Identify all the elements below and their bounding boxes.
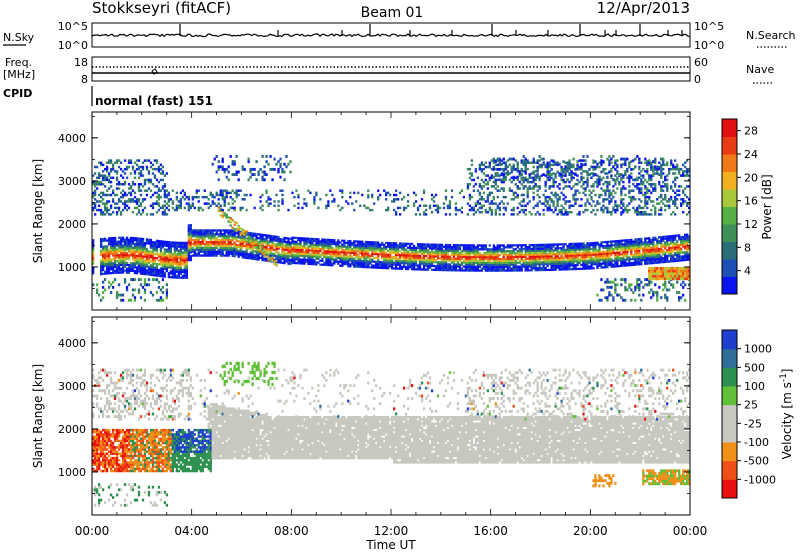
- noise-right-tick-bottom: 10^0: [694, 39, 724, 52]
- colorbar-tick-label: 100: [744, 380, 765, 393]
- time-tick-label: 12:00: [374, 524, 409, 538]
- y-tick-label: 4000: [58, 132, 86, 145]
- beam-title: Beam 01: [361, 5, 424, 21]
- colorbar-tick-label: 20: [744, 171, 758, 184]
- colorbar-swatch: [722, 224, 737, 242]
- colorbar-swatch: [722, 367, 737, 387]
- velocity-colorbar: 1000 500 100 25 -25 -100 -500 -1000 Velocity [m…: [721, 329, 794, 499]
- colorbar-tick-label: -500: [744, 455, 769, 468]
- colorbar-swatch: [722, 189, 737, 207]
- velocity-ylabel: Slant Range [km]: [31, 364, 45, 468]
- time-axis: 00:00 04:00 08:00 12:00 16:00 20:00 00:00: [75, 524, 708, 538]
- cpid-label: CPID: [3, 87, 32, 100]
- colorbar-tick-label: 28: [744, 125, 758, 138]
- velocity-heatmap: [92, 361, 691, 507]
- colorbar-tick-label: 24: [744, 148, 758, 161]
- frequency-panel: Freq. [MHz] 18 8 60 0 Nave: [3, 56, 774, 86]
- colorbar-tick-label: 12: [744, 218, 758, 231]
- colorbar-tick-label: 25: [744, 399, 758, 412]
- station-title: Stokkseyri (fitACF): [92, 0, 231, 17]
- colorbar-tick-label: 16: [744, 195, 758, 208]
- colorbar-tick-label: 500: [744, 361, 765, 374]
- colorbar-tick-label: 8: [744, 241, 751, 254]
- cpid-panel: CPID normal (fast) 151: [3, 86, 213, 108]
- colorbar-swatch: [722, 460, 737, 480]
- power-panel: 1000 2000 3000 4000 Slant Range [km]: [31, 111, 691, 311]
- freq-left-tick-top: 18: [74, 56, 88, 69]
- noise-right-tick-top: 10^5: [694, 20, 724, 33]
- noise-panel: N.Sky 10^5 10^0 10^5 10^0 N.Search: [3, 20, 796, 52]
- time-tick-label: 08:00: [274, 524, 309, 538]
- power-heatmap: [92, 155, 691, 302]
- y-tick-label: 2000: [58, 423, 86, 436]
- cpid-value: normal (fast) 151: [95, 94, 213, 108]
- time-tick-label: 00:00: [673, 524, 708, 538]
- date-title: 12/Apr/2013: [597, 0, 690, 17]
- colorbar-swatch: [722, 330, 737, 350]
- nave-label: Nave: [746, 63, 774, 76]
- power-colorbar-label: Power [dB]: [760, 174, 774, 239]
- noise-left-tick-top: 10^5: [58, 20, 88, 33]
- y-tick-label: 4000: [58, 337, 86, 350]
- colorbar-swatch: [722, 348, 737, 368]
- colorbar-swatch: [722, 241, 737, 260]
- colorbar-swatch: [722, 136, 737, 155]
- colorbar-swatch: [722, 479, 737, 499]
- noise-left-tick-bottom: 10^0: [58, 39, 88, 52]
- freq-right-tick-top: 60: [694, 56, 708, 69]
- freq-left-tick-bottom: 8: [81, 73, 88, 86]
- time-tick-label: 20:00: [573, 524, 608, 538]
- freq-label: Freq.: [5, 56, 32, 69]
- time-tick-label: 16:00: [473, 524, 508, 538]
- colorbar-swatch: [722, 442, 737, 462]
- time-tick-label: 04:00: [174, 524, 209, 538]
- y-tick-label: 1000: [58, 466, 86, 479]
- colorbar-swatch: [722, 276, 737, 295]
- power-ylabel: Slant Range [km]: [31, 159, 45, 263]
- colorbar-tick-label: -1000: [744, 473, 776, 486]
- colorbar-swatch: [722, 171, 737, 190]
- y-tick-label: 2000: [58, 218, 86, 231]
- colorbar-swatch: [722, 259, 737, 277]
- power-colorbar: 4 8 12 16 20 24 28 Power [dB]: [721, 118, 774, 295]
- colorbar-tick-label: -25: [744, 417, 762, 430]
- velocity-panel: 1000 2000 3000 4000 Slant Range [km]: [31, 316, 691, 516]
- time-tick-label: 00:00: [75, 524, 110, 538]
- velocity-label-close: ]: [780, 369, 794, 374]
- time-xlabel: Time UT: [365, 538, 416, 552]
- colorbar-swatch: [722, 119, 737, 137]
- colorbar-swatch: [722, 423, 737, 443]
- y-tick-label: 3000: [58, 380, 86, 393]
- colorbar-swatch: [722, 386, 737, 406]
- velocity-label-main: Velocity [m s: [780, 382, 794, 459]
- colorbar-swatch: [722, 154, 737, 172]
- colorbar-swatch: [722, 206, 737, 225]
- velocity-label-exp: -1: [779, 373, 789, 382]
- colorbar-tick-label: 4: [744, 265, 751, 278]
- freq-unit-label: [MHz]: [3, 68, 35, 81]
- colorbar-tick-label: -100: [744, 436, 769, 449]
- colorbar-swatch: [722, 404, 737, 424]
- y-tick-label: 1000: [58, 261, 86, 274]
- nsky-label: N.Sky: [3, 31, 35, 44]
- freq-right-tick-bottom: 0: [694, 73, 701, 86]
- velocity-colorbar-label: Velocity [m s-1]: [779, 369, 794, 460]
- y-tick-label: 3000: [58, 175, 86, 188]
- colorbar-tick-label: 1000: [744, 343, 772, 356]
- nsearch-label: N.Search: [746, 29, 796, 42]
